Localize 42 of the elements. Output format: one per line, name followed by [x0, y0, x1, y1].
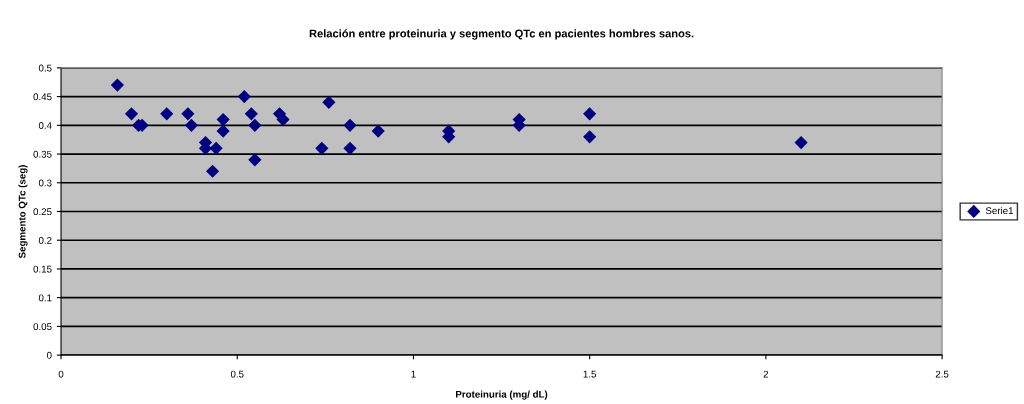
- point: [343, 141, 357, 155]
- point: [371, 124, 385, 138]
- x-tick-label: 2.5: [935, 370, 949, 378]
- y-tick-label: 0.2: [38, 236, 52, 244]
- point: [110, 78, 125, 92]
- y-tick-label: 0: [46, 351, 52, 359]
- point: [181, 107, 195, 121]
- x-tick-label: 1: [411, 370, 416, 378]
- x-axis-title: Proteinuria (mg/ dL): [456, 390, 548, 400]
- y-tick-label: 0.45: [33, 93, 52, 101]
- point: [343, 118, 357, 132]
- point: [794, 135, 808, 150]
- point: [583, 130, 597, 144]
- point: [209, 141, 223, 155]
- point: [315, 141, 329, 155]
- point: [583, 107, 597, 121]
- y-tick-label: 0.25: [33, 208, 52, 216]
- y-tick-label: 0.3: [38, 179, 52, 187]
- y-tick-label: 0.35: [33, 150, 52, 158]
- x-tick-label: 0: [58, 370, 64, 378]
- y-tick-label: 0.5: [38, 64, 52, 72]
- point: [244, 107, 258, 121]
- point: [322, 95, 336, 109]
- point: [248, 153, 262, 167]
- x-tick-label: 2: [763, 370, 769, 378]
- point: [237, 90, 251, 104]
- point: [216, 112, 230, 127]
- y-tick-label: 0.15: [33, 265, 52, 273]
- point: [248, 118, 262, 132]
- point: [184, 118, 199, 132]
- y-axis-title: Segmento QTc (seg): [18, 165, 28, 259]
- legend-label: Serie1: [985, 206, 1014, 215]
- x-tick-label: 1.5: [583, 370, 597, 378]
- point: [205, 164, 220, 178]
- y-tick-label: 0.4: [38, 122, 52, 129]
- point: [216, 124, 230, 138]
- x-tick-label: 0.5: [230, 370, 244, 378]
- chart-title: Relación entre proteinuria y segmento QTc en pacientes hombres sanos.: [309, 29, 694, 40]
- y-tick-label: 0.05: [33, 323, 52, 331]
- point: [124, 107, 139, 121]
- point: [160, 107, 174, 121]
- y-tick-label: 0.1: [38, 294, 52, 302]
